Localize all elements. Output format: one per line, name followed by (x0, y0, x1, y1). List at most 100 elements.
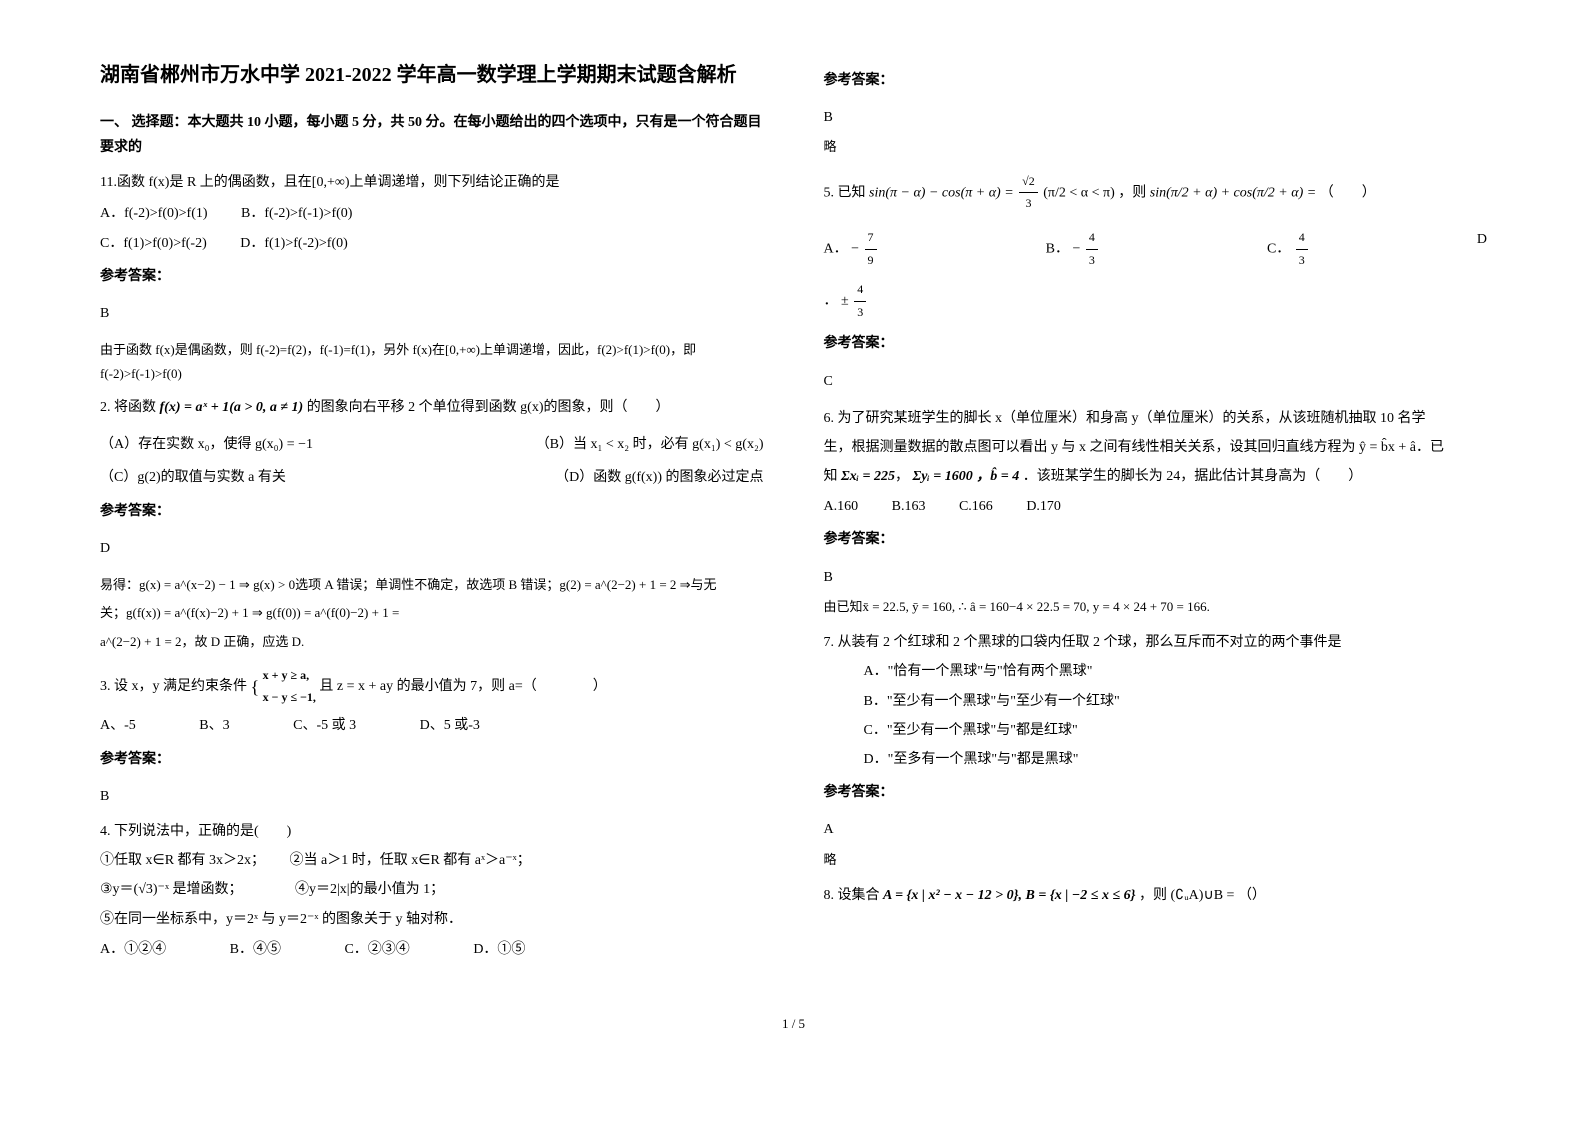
q6-stem1: 6. 为了研究某班学生的脚长 x（单位厘米）和身高 y（单位厘米）的关系，从该班… (824, 406, 1488, 431)
q8-sets: A = {x | x² − x − 12 > 0}, B = {x | −2 ≤… (883, 888, 1136, 903)
q3-opt-b: B、3 (199, 713, 229, 738)
q6-stem2: 生，根据测量数据的散点图可以看出 y 与 x 之间有线性相关关系，设其回归直线方… (824, 435, 1488, 460)
q5-opt-b-label: B． (1046, 241, 1069, 256)
q4-answer: B (824, 105, 1488, 130)
q11-opt-c: C．f(1)>f(0)>f(-2) (100, 231, 207, 256)
q2-expl1: 易得：g(x) = a^(x−2) − 1 ⇒ g(x) > 0选项 A 错误；… (100, 573, 764, 596)
q6-opt-b: B.163 (892, 494, 926, 519)
q11-opt-d: D．f(1)>f(-2)>f(0) (240, 231, 348, 256)
q5-c-num: 4 (1296, 227, 1308, 250)
q4-opt-c: C．②③④ (344, 937, 409, 962)
q5-expr2: sin(π/2 + α) + cos(π/2 + α) = (1150, 185, 1316, 200)
q3-cond2: x − y ≤ −1, (263, 687, 316, 709)
q7-stem: 7. 从装有 2 个红球和 2 个黑球的口袋内任取 2 个球，那么互斥而不对立的… (824, 630, 1488, 655)
q5-opt-d-label: D (1477, 227, 1487, 271)
q5-b-neg: − (1072, 241, 1080, 256)
q5-frac-num: √2 (1019, 171, 1038, 194)
q6-opt-a: A.160 (824, 494, 859, 519)
q6-sum2: Σyᵢ = 1600 (913, 469, 973, 484)
section-heading: 一、 选择题：本大题共 10 小题，每小题 5 分，共 50 分。在每小题给出的… (100, 110, 764, 160)
q6-stem3: 知 (824, 469, 838, 484)
q3-stem1: 3. 设 x，y 满足约束条件 (100, 679, 247, 694)
q5-answer: C (824, 369, 1488, 394)
q2-opt-c: （C）g(2)的取值与实数 a 有关 (100, 465, 286, 490)
q5-paren: （ ） (1320, 185, 1376, 200)
q8-paren: （） (1238, 888, 1266, 903)
q8-stem1: 8. 设集合 (824, 888, 880, 903)
q5-a-num: 7 (865, 227, 877, 250)
q4-stem: 4. 下列说法中，正确的是( ) (100, 819, 764, 844)
question-6: 6. 为了研究某班学生的脚长 x（单位厘米）和身高 y（单位厘米）的关系，从该班… (824, 406, 1488, 619)
q5-b-num: 4 (1086, 227, 1098, 250)
q5-opt-c-label: C． (1267, 241, 1290, 256)
q11-opt-b: B．f(-2)>f(-1)>f(0) (241, 201, 352, 226)
q4-omit: 略 (824, 135, 1488, 158)
q5-a-den: 9 (865, 250, 877, 272)
q7-answer-label: 参考答案： (824, 780, 1488, 805)
q8-stem2: ，则 (∁ᵤA)∪B = (1139, 888, 1238, 903)
q6-opt-d: D.170 (1026, 494, 1061, 519)
q11-answer: B (100, 301, 764, 326)
q6-stem4: ．该班某学生的脚长为 24，据此估计其身高为（ ） (1023, 469, 1363, 484)
q5-answer-label: 参考答案： (824, 331, 1488, 356)
q7-opt-d: D．"至多有一个黑球"与"都是黑球" (824, 747, 1488, 772)
q4-s5: ⑤在同一坐标系中，y＝2ˣ 与 y＝2⁻ˣ 的图象关于 y 轴对称． (100, 907, 764, 932)
q11-stem: 11.函数 f(x)是 R 上的偶函数，且在[0,+∞)上单调递增，则下列结论正… (100, 170, 764, 195)
q2-opt-b: （B）当 x₁ < x₂ 时，必有 g(x₁) < g(x₂) (536, 432, 764, 457)
q2-expl3: a^(2−2) + 1 = 2，故 D 正确，应选 D. (100, 630, 764, 653)
q7-opt-b: B．"至少有一个黑球"与"至少有一个红球" (824, 689, 1488, 714)
question-5: 5. 已知 sin(π − α) − cos(π + α) = √23 (π/2… (824, 171, 1488, 394)
q5-d-pm: ± (841, 293, 849, 308)
q7-answer: A (824, 817, 1488, 842)
question-7: 7. 从装有 2 个红球和 2 个黑球的口袋内任取 2 个球，那么互斥而不对立的… (824, 630, 1488, 871)
q5-stem1: 5. 已知 (824, 185, 866, 200)
q6-explanation: 由已知x̄ = 22.5, ȳ = 160, ∴ â = 160−4 × 22.… (824, 595, 1488, 618)
q5-frac-den: 3 (1019, 193, 1038, 215)
q6-opt-c: C.166 (959, 494, 993, 519)
q5-c-den: 3 (1296, 250, 1308, 272)
q3-stem2: 且 z = x + ay 的最小值为 7，则 a=（ ） (319, 679, 606, 694)
q4-s3: ③y＝(√3)⁻ˣ 是增函数； (100, 882, 236, 897)
q3-answer-label: 参考答案： (100, 747, 764, 772)
q2-answer-label: 参考答案： (100, 499, 764, 524)
question-4: 4. 下列说法中，正确的是( ) ①任取 x∈R 都有 3x＞2x； ②当 a＞… (100, 819, 764, 962)
q5-d-num: 4 (854, 279, 866, 302)
page-number: 1 / 5 (100, 1012, 1487, 1035)
q11-explanation: 由于函数 f(x)是偶函数，则 f(-2)=f(2)，f(-1)=f(1)，另外… (100, 338, 764, 385)
question-8: 8. 设集合 A = {x | x² − x − 12 > 0}, B = {x… (824, 883, 1488, 908)
q5-expr1: sin(π − α) − cos(π + α) = (869, 185, 1014, 200)
q4-opt-a: A．①②④ (100, 937, 166, 962)
question-11: 11.函数 f(x)是 R 上的偶函数，且在[0,+∞)上单调递增，则下列结论正… (100, 170, 764, 385)
question-3: 3. 设 x，y 满足约束条件 { x + y ≥ a, x − y ≤ −1,… (100, 665, 764, 809)
q2-stem1: 2. 将函数 (100, 400, 156, 415)
q7-opt-c: C．"至少有一个黑球"与"都是红球" (824, 718, 1488, 743)
q5-opt-a-label: A． (824, 241, 848, 256)
q2-stem2: 的图象向右平移 2 个单位得到函数 g(x)的图象，则（ ） (307, 400, 670, 415)
q5-b-den: 3 (1086, 250, 1098, 272)
q5-a-neg: − (851, 241, 859, 256)
q2-answer: D (100, 536, 764, 561)
q4-s1: ①任取 x∈R 都有 3x＞2x； (100, 853, 258, 868)
q2-opt-d: （D）函数 g(f(x)) 的图象必过定点 (555, 465, 763, 490)
q4-opt-d: D．①⑤ (473, 937, 525, 962)
q3-cond1: x + y ≥ a, (263, 665, 316, 687)
q3-opt-a: A、-5 (100, 713, 136, 738)
q5-cond: (π/2 < α < π) (1043, 185, 1114, 200)
q4-opt-b: B．④⑤ (230, 937, 281, 962)
question-2: 2. 将函数 f(x) = aˣ + 1(a > 0, a ≠ 1) 的图象向右… (100, 395, 764, 653)
q2-expl2: 关；g(f(x)) = a^(f(x)−2) + 1 ⇒ g(f(0)) = a… (100, 601, 764, 624)
q6-answer-label: 参考答案： (824, 527, 1488, 552)
q4-answer-label: 参考答案： (824, 68, 1488, 93)
q3-opt-c: C、-5 或 3 (293, 713, 356, 738)
q2-math: f(x) = aˣ + 1(a > 0, a ≠ 1) (160, 400, 304, 415)
q11-answer-label: 参考答案： (100, 264, 764, 289)
q6-sum1: Σxᵢ = 225 (841, 469, 895, 484)
q5-d-den: 3 (854, 302, 866, 324)
q6-bhat: ，b̂ = 4 (976, 469, 1019, 484)
page-title: 湖南省郴州市万水中学 2021-2022 学年高一数学理上学期期末试题含解析 (100, 60, 764, 90)
q3-opt-d: D、5 或-3 (420, 713, 480, 738)
q11-opt-a: A．f(-2)>f(0)>f(1) (100, 201, 208, 226)
q3-answer: B (100, 784, 764, 809)
q4-s4: ④y＝2|x|的最小值为 1； (295, 882, 444, 897)
q4-s2: ②当 a＞1 时，任取 x∈R 都有 aˣ＞a⁻ˣ； (290, 853, 531, 868)
